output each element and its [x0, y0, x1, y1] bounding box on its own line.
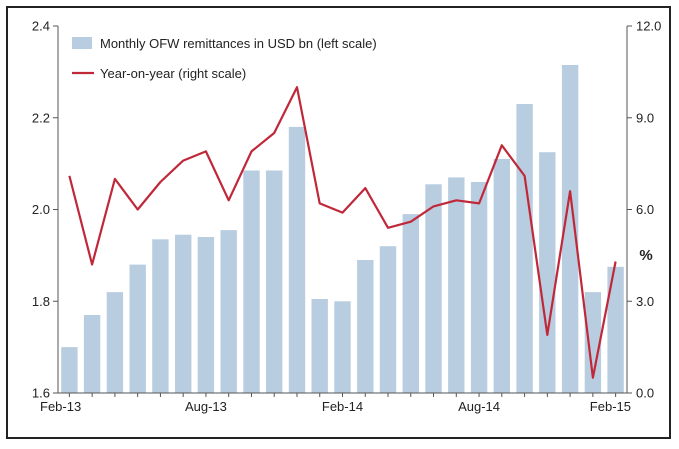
legend-bar-swatch	[72, 37, 92, 49]
bar	[470, 182, 488, 393]
bar	[61, 347, 78, 393]
bar	[106, 292, 124, 393]
bar	[175, 234, 192, 393]
right-axis-ticks: 0.0 3.0 6.0 9.0 12.0	[627, 19, 661, 401]
left-axis-ticks: 1.6 1.8 2.0 2.2 2.4	[32, 19, 58, 401]
bar	[561, 65, 579, 393]
x-tick-label: Feb-15	[590, 399, 631, 414]
right-tick-label: 3.0	[636, 294, 654, 309]
bar	[83, 315, 101, 393]
bar	[243, 170, 260, 393]
bar	[311, 299, 328, 393]
bar	[197, 237, 215, 393]
right-axis-unit-label: %	[639, 247, 652, 264]
x-tick-label: Feb-14	[322, 399, 363, 414]
x-tick-label: Aug-14	[458, 399, 500, 414]
right-tick-label: 6.0	[636, 202, 654, 217]
left-tick-label: 1.6	[32, 386, 50, 401]
x-axis-ticks: Feb-13 Aug-13 Feb-14 Aug-14 Feb-15	[40, 393, 631, 414]
bar	[334, 301, 351, 394]
bar	[584, 292, 602, 393]
x-tick-label: Feb-13	[40, 399, 81, 414]
bar	[220, 230, 237, 393]
bar	[288, 126, 306, 394]
bar	[493, 159, 510, 393]
right-tick-label: 12.0	[636, 19, 661, 34]
left-tick-label: 2.0	[32, 202, 50, 217]
bar-series	[61, 65, 624, 394]
left-tick-label: 2.2	[32, 110, 50, 125]
bar	[448, 177, 465, 393]
right-tick-label: 9.0	[636, 110, 654, 125]
legend: Monthly OFW remittances in USD bn (left …	[72, 36, 377, 81]
bar	[402, 214, 419, 393]
yoy-line	[68, 86, 617, 379]
bar	[379, 246, 397, 393]
legend-line-label: Year-on-year (right scale)	[100, 66, 246, 81]
bar	[357, 260, 374, 393]
bar	[425, 184, 442, 393]
left-tick-label: 1.8	[32, 294, 50, 309]
bar	[607, 266, 624, 393]
bar	[516, 104, 533, 393]
left-tick-label: 2.4	[32, 19, 50, 34]
right-tick-label: 0.0	[636, 386, 654, 401]
legend-bar-label: Monthly OFW remittances in USD bn (left …	[100, 36, 377, 51]
bar	[129, 264, 146, 393]
bar	[152, 239, 169, 393]
bar	[539, 152, 556, 393]
x-tick-label: Aug-13	[185, 399, 227, 414]
bar	[266, 170, 283, 393]
